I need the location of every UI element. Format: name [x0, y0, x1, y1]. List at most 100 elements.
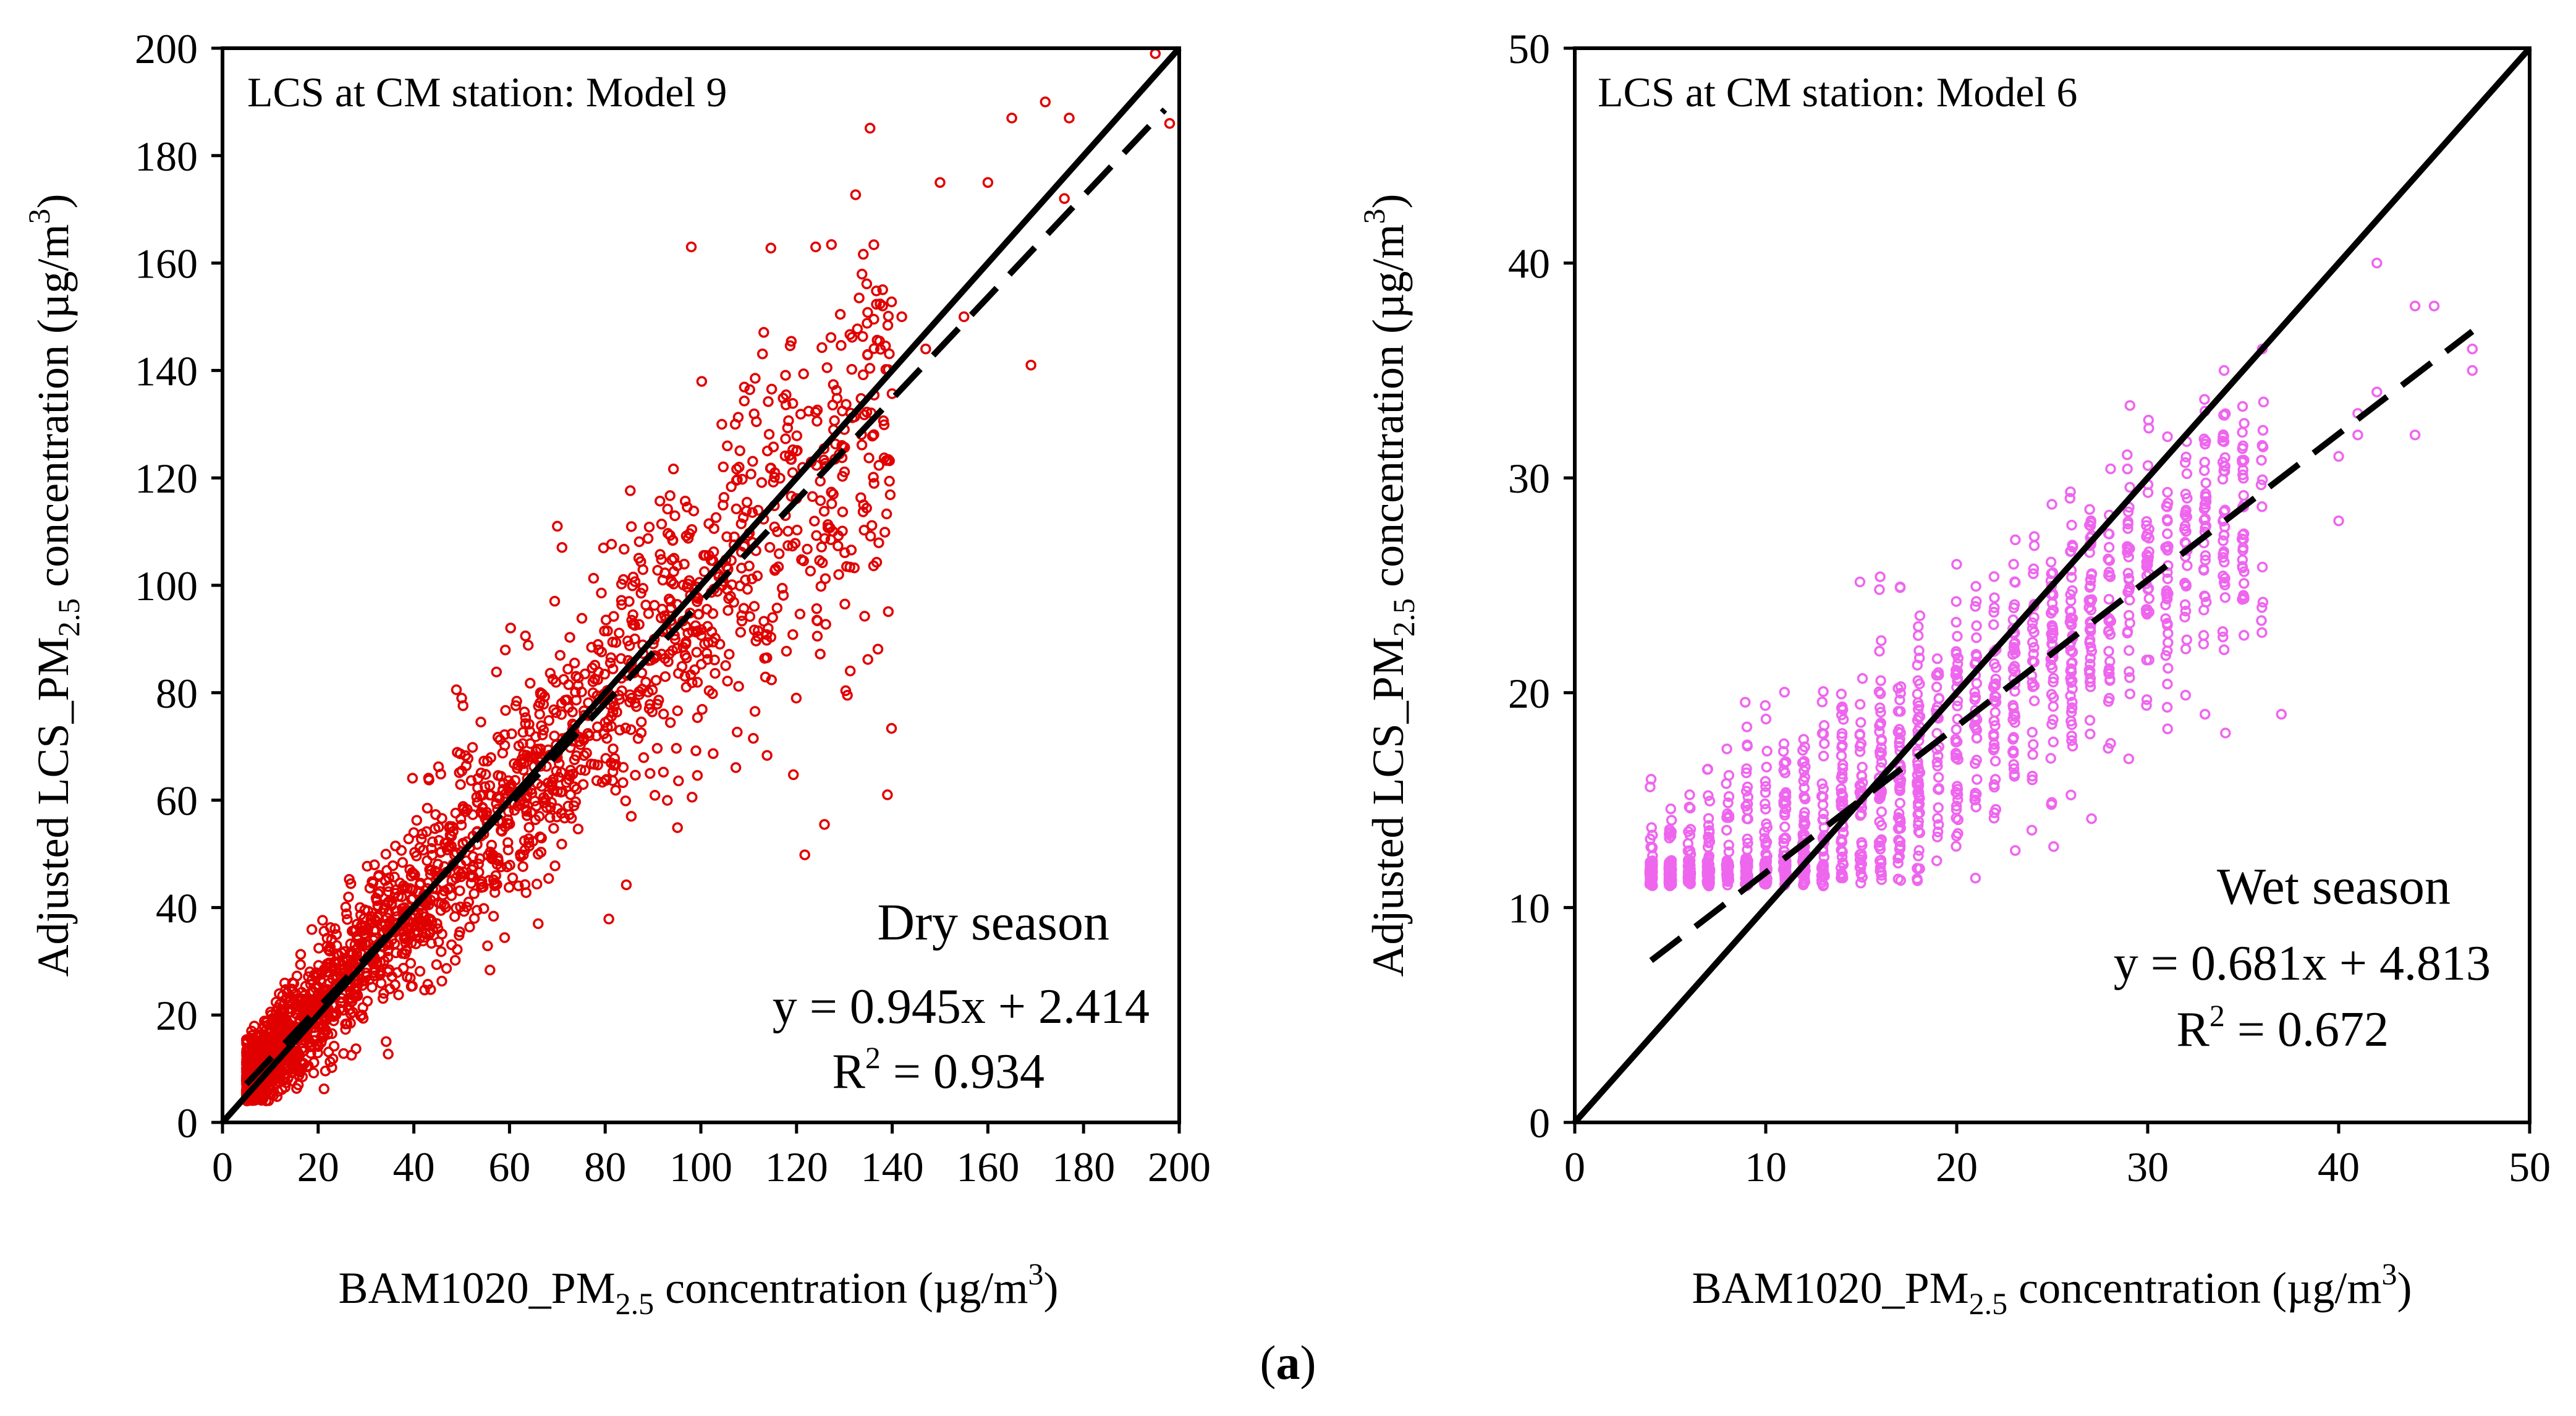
scatter-point: [1760, 700, 1771, 711]
scatter-point: [627, 609, 638, 621]
scatter-point: [308, 1067, 320, 1079]
scatter-point: [624, 640, 635, 651]
scatter-point: [833, 540, 844, 551]
scatter-point: [426, 915, 438, 927]
scatter-point: [392, 891, 404, 902]
scatter-point: [650, 674, 662, 686]
scatter-point: [1799, 793, 1811, 804]
y-tick-label: 0: [177, 1100, 198, 1147]
season-label-dry: Dry season: [877, 894, 1109, 951]
scatter-point: [879, 527, 891, 538]
scatter-point: [581, 747, 592, 759]
scatter-point: [523, 833, 535, 844]
scatter-point: [1951, 752, 1962, 764]
scatter-point: [436, 813, 447, 824]
scatter-point: [451, 872, 462, 884]
scatter-point: [2239, 418, 2250, 429]
scatter-point: [2256, 627, 2268, 638]
scatter-point: [2180, 690, 2192, 701]
scatter-point: [662, 503, 673, 515]
scatter-point: [531, 878, 543, 890]
scatter-point: [685, 241, 697, 253]
scatter-point: [722, 440, 733, 452]
scatter-point: [491, 879, 502, 890]
scatter-point: [2161, 514, 2173, 525]
scatter-point: [313, 943, 324, 954]
scatter-point: [497, 747, 509, 759]
scatter-point: [1761, 876, 1773, 888]
scatter-point: [747, 573, 758, 585]
scatter-point: [783, 415, 794, 426]
scatter-point: [1721, 825, 1732, 836]
scatter-point: [1988, 715, 1999, 727]
scatter-point: [2084, 504, 2095, 515]
scatter-point: [2142, 528, 2153, 540]
scatter-point: [598, 542, 609, 554]
scatter-point: [1914, 863, 1925, 875]
plot-frame-right: [1573, 46, 2532, 1124]
scatter-point: [816, 557, 828, 569]
scatter-point: [280, 1016, 292, 1027]
scatter-point: [478, 755, 489, 767]
panel-title-left: LCS at CM station: Model 9: [247, 69, 727, 116]
scatter-point: [873, 460, 884, 471]
scatter-point: [733, 680, 744, 692]
scatter-point: [2064, 605, 2076, 616]
scatter-point: [765, 242, 777, 254]
scatter-point: [2066, 730, 2077, 742]
scatter-point: [2085, 515, 2096, 527]
scatter-point: [1951, 841, 1962, 852]
scatter-point: [295, 949, 307, 960]
scatter-point: [2048, 672, 2059, 684]
scatter-point: [468, 888, 480, 899]
scatter-point: [844, 329, 855, 340]
scatter-point: [2236, 533, 2248, 545]
scatter-point: [472, 797, 483, 808]
scatter-point: [1912, 703, 1924, 715]
scatter-point: [2009, 685, 2020, 697]
scatter-point: [1798, 775, 1810, 787]
scatter-point: [748, 601, 760, 612]
x-tick-label: 40: [2318, 1143, 2360, 1190]
scatter-point: [787, 398, 799, 409]
scatter-point: [2027, 623, 2038, 634]
scatter-point: [280, 993, 292, 1005]
scatter-point: [357, 980, 368, 991]
scatter-point: [534, 708, 545, 720]
scatter-point: [414, 965, 426, 977]
scatter-point: [722, 676, 733, 687]
scatter-point: [543, 873, 554, 884]
scatter-point: [278, 1006, 290, 1017]
y-tick-label: 120: [135, 455, 198, 502]
scatter-point: [883, 606, 894, 617]
scatter-point: [1646, 842, 1658, 853]
scatter-point: [452, 944, 463, 956]
scatter-point: [617, 761, 629, 773]
scatter-point: [730, 762, 742, 773]
x-tick-label: 50: [2509, 1143, 2551, 1190]
y-tick-label: 40: [1508, 240, 1550, 287]
scatter-point: [2180, 605, 2192, 617]
scatter-point: [509, 805, 520, 816]
scatter-point: [2104, 674, 2116, 685]
scatter-point: [2162, 431, 2173, 443]
scatter-point: [1740, 855, 1752, 867]
scatter-point: [2046, 797, 2057, 808]
scatter-point: [865, 530, 876, 542]
scatter-point: [503, 882, 515, 893]
scatter-point: [651, 743, 663, 754]
scatter-point: [366, 876, 378, 888]
scatter-point: [1779, 807, 1790, 818]
scatter-point: [769, 521, 781, 533]
scatter-point: [837, 525, 848, 536]
scatter-point: [2141, 605, 2152, 616]
scatter-point: [2124, 672, 2135, 684]
scatter-point: [502, 837, 514, 848]
scatter-point: [2198, 604, 2210, 616]
scatter-point: [646, 706, 658, 718]
scatter-point: [425, 894, 436, 906]
scatter-point: [465, 878, 477, 889]
scatter-point: [2028, 695, 2040, 706]
scatter-point: [1873, 841, 1885, 852]
scatter-point: [2086, 568, 2098, 579]
